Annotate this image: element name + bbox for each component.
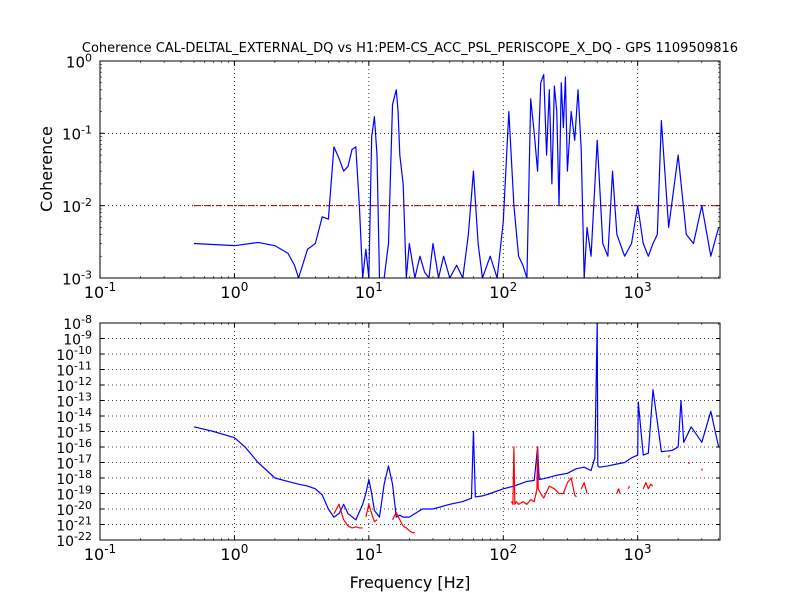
top-y-tick-label: 100 <box>66 51 92 71</box>
bottom-y-tick-label: 10-14 <box>56 406 92 426</box>
bottom-y-tick-label: 10-17 <box>56 452 92 472</box>
bottom-y-tick-label: 10-9 <box>63 328 92 348</box>
bottom-series-1-line-segment-4 <box>543 477 577 499</box>
bottom-y-tick-label: 10-11 <box>56 359 92 379</box>
bottom-y-tick-label: 10-20 <box>56 499 92 519</box>
bottom-y-tick-label: 10-12 <box>56 375 92 395</box>
bottom-series-1-line-segment-5 <box>580 482 588 494</box>
chart-title: Coherence CAL-DELTAL_EXTERNAL_DQ vs H1:P… <box>82 41 738 56</box>
bottom-y-tick-label: 10-18 <box>56 468 92 488</box>
top-x-tick-label: 103 <box>624 280 652 302</box>
bottom-y-tick-label: 10-15 <box>56 421 92 441</box>
bottom-y-tick-label: 10-19 <box>56 483 92 503</box>
bottom-x-tick-label: 100 <box>220 542 248 564</box>
top-series-0-line <box>193 73 720 278</box>
bottom-series-1-line-segment-8 <box>642 482 654 490</box>
bottom-x-tick-label: 103 <box>624 542 652 564</box>
top-y-tick-label: 10-1 <box>62 124 92 144</box>
top-x-tick-label: 101 <box>355 280 383 302</box>
bottom-x-tick-label: 10-1 <box>84 542 116 564</box>
top-axes-frame <box>99 60 721 279</box>
bottom-y-tick-label: 10-22 <box>56 530 92 550</box>
top-y-axis-label: Coherence <box>37 126 56 212</box>
bottom-x-tick-label: 101 <box>355 542 383 564</box>
top-y-tick-label: 10-3 <box>62 268 92 288</box>
bottom-series-1-line-segment-9 <box>668 454 670 458</box>
bottom-series-1-line-segment-0 <box>333 503 363 529</box>
bottom-series-1-line-segment-1 <box>365 503 378 523</box>
bottom-y-tick-label: 10-16 <box>56 437 92 457</box>
bottom-series-1-line-segment-3 <box>510 446 545 505</box>
bottom-x-tick-label: 102 <box>489 542 517 564</box>
bottom-y-tick-label: 10-13 <box>56 390 92 410</box>
top-x-tick-label: 102 <box>489 280 517 302</box>
top-x-tick-label: 100 <box>220 280 248 302</box>
top-x-tick-label: 10-1 <box>84 280 116 302</box>
x-axis-label: Frequency [Hz] <box>350 573 471 592</box>
bottom-y-tick-label: 10-10 <box>56 344 92 364</box>
bottom-series-1-line-segment-2 <box>391 511 415 534</box>
bottom-y-tick-label: 10-8 <box>63 313 92 333</box>
top-plot-area <box>100 61 720 278</box>
bottom-series-1-line-segment-6 <box>616 488 621 494</box>
spectrum-panel: 10-1 100 101 102 10310-2210-2110-2010-1910-1… <box>56 313 721 564</box>
coherence-panel: 10-1 100 101 102 103 10-3 10-2 10-1 100 <box>62 51 721 302</box>
bottom-series-1-line-segment-7 <box>627 485 631 490</box>
top-y-tick-label: 10-2 <box>62 196 92 216</box>
bottom-series-0-line <box>193 323 720 521</box>
bottom-y-tick-label: 10-21 <box>56 514 92 534</box>
